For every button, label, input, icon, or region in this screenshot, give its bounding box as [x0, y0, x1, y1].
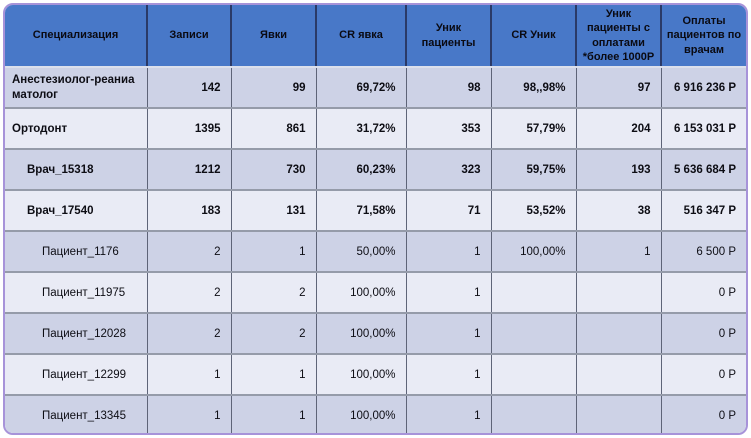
cell-value: 1 [147, 394, 232, 433]
row-label: Пациент_12299 [5, 353, 148, 396]
row-label: Пациент_13345 [5, 394, 148, 433]
cell-value: 1 [406, 230, 492, 273]
cell-value [576, 312, 662, 355]
row-label: Пациент_11975 [5, 271, 148, 314]
table-body: Анестезиолог-реаниаматолог 142 99 69,72% 98 9… [5, 67, 746, 433]
row-label: Пациент_12028 [5, 312, 148, 355]
table-row: Пациент_12299 1 1 100,00% 1 0 Р [5, 353, 746, 396]
cell-value: 1 [576, 230, 662, 273]
cell-value: 50,00% [316, 230, 407, 273]
cell-value: 2 [147, 230, 232, 273]
cell-value: 6 153 031 Р [661, 107, 746, 150]
cell-value: 1 [147, 353, 232, 396]
table-row: Пациент_1176 2 1 50,00% 1 100,00% 1 6 500 Р [5, 230, 746, 273]
specialization-report-table: Специализация Записи Явки CR явка Уник пацие… [5, 5, 746, 433]
cell-value: 98,,98% [491, 67, 577, 109]
cell-value: 142 [147, 67, 232, 109]
cell-value: 1395 [147, 107, 232, 150]
cell-value: 131 [231, 189, 317, 232]
cell-value [491, 271, 577, 314]
cell-value: 31,72% [316, 107, 407, 150]
cell-value: 1 [406, 271, 492, 314]
cell-value: 6 916 236 Р [661, 67, 746, 109]
table-row: Ортодонт 1395 861 31,72% 353 57,79% 204 6 153 0… [5, 107, 746, 150]
cell-value: 100,00% [316, 312, 407, 355]
column-header-4: Уник пациенты [406, 5, 492, 69]
cell-value: 0 Р [661, 394, 746, 433]
column-header-2: Явки [231, 5, 317, 69]
row-label: Ортодонт [5, 107, 148, 150]
cell-value: 204 [576, 107, 662, 150]
cell-value: 2 [231, 312, 317, 355]
cell-value: 2 [231, 271, 317, 314]
cell-value: 100,00% [316, 353, 407, 396]
cell-value: 1 [231, 394, 317, 433]
cell-value: 71,58% [316, 189, 407, 232]
cell-value: 1 [406, 353, 492, 396]
table-row: Пациент_12028 2 2 100,00% 1 0 Р [5, 312, 746, 355]
column-header-7: Оплаты пациентов по врачам [661, 5, 746, 69]
cell-value [491, 394, 577, 433]
cell-value: 69,72% [316, 67, 407, 109]
column-header-0: Специализация [5, 5, 148, 69]
table-header: Специализация Записи Явки CR явка Уник пацие… [5, 5, 746, 69]
cell-value: 97 [576, 67, 662, 109]
cell-value: 1 [406, 312, 492, 355]
cell-value [576, 394, 662, 433]
cell-value: 38 [576, 189, 662, 232]
cell-value: 60,23% [316, 148, 407, 191]
cell-value: 2 [147, 271, 232, 314]
cell-value: 193 [576, 148, 662, 191]
cell-value: 100,00% [491, 230, 577, 273]
cell-value: 516 347 Р [661, 189, 746, 232]
table-row: Врач_17540 183 131 71,58% 71 53,52% 38 516 347 … [5, 189, 746, 232]
cell-value: 6 500 Р [661, 230, 746, 273]
row-label: Пациент_1176 [5, 230, 148, 273]
cell-value [491, 353, 577, 396]
cell-value: 0 Р [661, 353, 746, 396]
table-row: Анестезиолог-реаниаматолог 142 99 69,72% 98 9… [5, 67, 746, 109]
cell-value: 353 [406, 107, 492, 150]
cell-value: 2 [147, 312, 232, 355]
cell-value: 59,75% [491, 148, 577, 191]
cell-value: 183 [147, 189, 232, 232]
column-header-5: CR Уник [491, 5, 577, 69]
cell-value: 100,00% [316, 394, 407, 433]
table-row: Пациент_11975 2 2 100,00% 1 0 Р [5, 271, 746, 314]
cell-value: 323 [406, 148, 492, 191]
report-table-frame: Специализация Записи Явки CR явка Уник пацие… [3, 3, 748, 435]
column-header-1: Записи [147, 5, 232, 69]
cell-value: 99 [231, 67, 317, 109]
cell-value: 861 [231, 107, 317, 150]
row-label: Врач_15318 [5, 148, 148, 191]
table-row: Врач_15318 1212 730 60,23% 323 59,75% 193 5 636… [5, 148, 746, 191]
cell-value: 0 Р [661, 271, 746, 314]
cell-value: 98 [406, 67, 492, 109]
cell-value: 1212 [147, 148, 232, 191]
cell-value [576, 353, 662, 396]
cell-value: 730 [231, 148, 317, 191]
row-label: Анестезиолог-реаниаматолог [5, 67, 148, 109]
cell-value [576, 271, 662, 314]
table-row: Пациент_13345 1 1 100,00% 1 0 Р [5, 394, 746, 433]
cell-value: 1 [231, 230, 317, 273]
cell-value: 1 [406, 394, 492, 433]
cell-value: 1 [231, 353, 317, 396]
header-row: Специализация Записи Явки CR явка Уник пацие… [5, 5, 746, 69]
cell-value: 71 [406, 189, 492, 232]
cell-value: 57,79% [491, 107, 577, 150]
row-label: Врач_17540 [5, 189, 148, 232]
column-header-3: CR явка [316, 5, 407, 69]
cell-value: 100,00% [316, 271, 407, 314]
cell-value [491, 312, 577, 355]
cell-value: 53,52% [491, 189, 577, 232]
column-header-6: Уник пациенты с оплатами *более 1000Р [576, 5, 662, 69]
cell-value: 0 Р [661, 312, 746, 355]
cell-value: 5 636 684 Р [661, 148, 746, 191]
